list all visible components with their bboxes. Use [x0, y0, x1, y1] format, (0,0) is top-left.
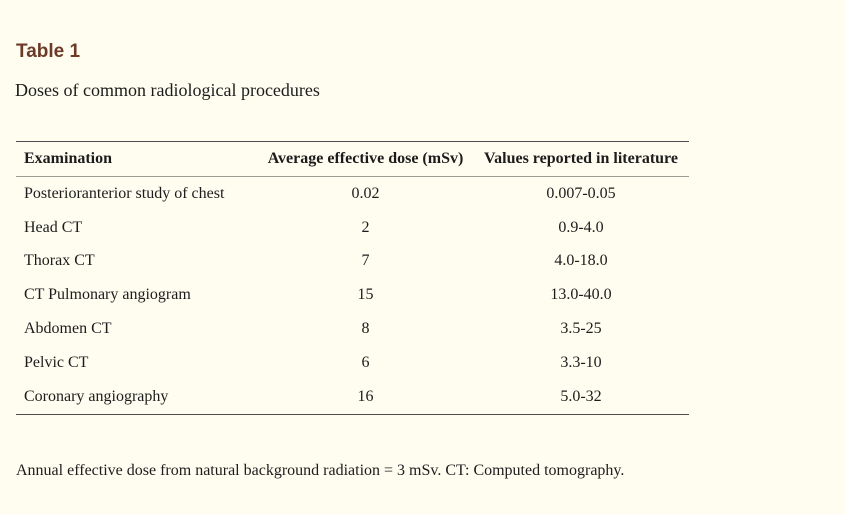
column-header-average-dose: Average effective dose (mSv) — [258, 141, 473, 177]
cell-examination: CT Pulmonary angiogram — [24, 286, 191, 304]
doses-table: Examination Average effective dose (mSv)… — [16, 141, 689, 415]
cell-dose: 2 — [361, 218, 370, 236]
cell-range: 0.9-4.0 — [558, 218, 604, 236]
table-caption: Doses of common radiological procedures — [15, 80, 320, 100]
table-row: Pelvic CT 6 3.3-10 — [16, 346, 689, 380]
cell-dose: 8 — [361, 320, 370, 338]
cell-dose: 6 — [361, 353, 370, 371]
table-row: Coronary angiography 16 5.0-32 — [16, 380, 689, 414]
cell-range: 13.0-40.0 — [550, 286, 612, 304]
table-body: Posterioranterior study of chest 0.02 0.… — [16, 177, 689, 415]
table-row: Head CT 2 0.9-4.0 — [16, 211, 689, 245]
cell-examination: Abdomen CT — [24, 320, 112, 338]
cell-examination: Posterioranterior study of chest — [24, 184, 225, 202]
table-row: Posterioranterior study of chest 0.02 0.… — [16, 177, 689, 211]
table-header: Examination Average effective dose (mSv)… — [16, 141, 689, 177]
cell-dose: 15 — [357, 286, 374, 304]
table-row: Abdomen CT 8 3.5-25 — [16, 312, 689, 346]
cell-range: 4.0-18.0 — [554, 252, 608, 270]
column-header-examination: Examination — [16, 141, 258, 177]
table-row: Thorax CT 7 4.0-18.0 — [16, 245, 689, 279]
cell-examination: Coronary angiography — [24, 387, 169, 405]
cell-dose: 7 — [361, 252, 370, 270]
cell-range: 3.5-25 — [560, 320, 602, 338]
cell-examination: Head CT — [24, 218, 83, 236]
column-header-literature-values: Values reported in literature — [473, 141, 689, 177]
cell-range: 5.0-32 — [560, 387, 602, 405]
cell-range: 3.3-10 — [560, 353, 602, 371]
header-row: Examination Average effective dose (mSv)… — [16, 141, 689, 177]
cell-examination: Pelvic CT — [24, 353, 89, 371]
cell-dose: 0.02 — [351, 184, 380, 202]
cell-range: 0.007-0.05 — [546, 184, 616, 202]
table-number-heading: Table 1 — [16, 41, 81, 62]
table-row: CT Pulmonary angiogram 15 13.0-40.0 — [16, 278, 689, 312]
table-footnote: Annual effective dose from natural backg… — [16, 462, 625, 479]
cell-dose: 16 — [357, 387, 374, 405]
cell-examination: Thorax CT — [24, 252, 95, 270]
